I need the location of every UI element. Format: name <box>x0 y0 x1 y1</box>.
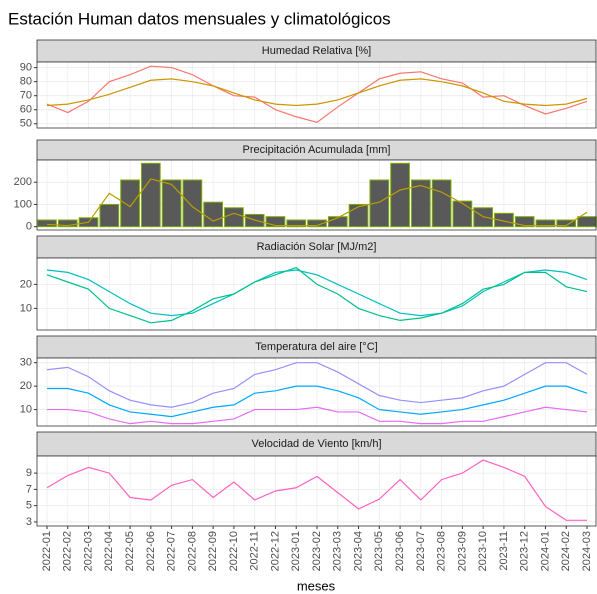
strip-label: Humedad Relativa [%] <box>262 45 371 57</box>
chart-title: Estación Human datos mensuales y climato… <box>8 9 391 28</box>
x-tick-label: 2022-10 <box>228 531 240 571</box>
x-axis-label: meses <box>297 578 336 593</box>
y-tick-label: 10 <box>20 403 32 415</box>
bar <box>161 179 182 228</box>
bar <box>37 219 57 228</box>
x-tick-label: 2023-09 <box>456 531 468 571</box>
bar <box>120 179 140 228</box>
x-tick-label: 2023-12 <box>519 531 531 571</box>
x-tick-label: 2023-04 <box>352 531 364 571</box>
x-tick-label: 2022-08 <box>186 531 198 571</box>
x-tick-label: 2023-02 <box>311 531 323 571</box>
x-tick-label: 2023-11 <box>498 531 510 571</box>
line <box>47 385 588 418</box>
y-tick-label: 0 <box>26 221 32 233</box>
y-tick-label: 20 <box>20 380 32 392</box>
x-tick-label: 2022-06 <box>145 531 157 571</box>
bar <box>535 219 556 228</box>
bar <box>224 207 244 228</box>
bar <box>494 212 514 228</box>
panel-background <box>37 456 596 526</box>
y-tick-label: 3 <box>26 516 32 528</box>
bar <box>577 216 597 228</box>
bar <box>411 179 431 228</box>
y-tick-label: 60 <box>20 104 32 116</box>
y-tick-label: 80 <box>20 76 32 88</box>
bar <box>286 219 307 228</box>
bar <box>431 179 452 228</box>
y-tick-label: 30 <box>20 357 32 369</box>
bar <box>182 179 203 228</box>
x-tick-label: 2024-02 <box>560 531 572 571</box>
line <box>46 459 587 521</box>
x-tick-label: 2023-01 <box>290 531 302 571</box>
strip-label: Radiación Solar [MJ/m2] <box>257 241 377 253</box>
bar <box>203 201 224 228</box>
panel-background <box>37 62 596 128</box>
y-tick-label: 20 <box>20 278 32 290</box>
y-tick-label: 200 <box>14 176 32 188</box>
line <box>46 362 588 408</box>
x-tick-label: 2023-10 <box>477 531 489 571</box>
panel-border <box>36 257 597 331</box>
x-tick-label: 2022-07 <box>166 531 178 571</box>
line <box>47 406 588 425</box>
x-tick-label: 2023-07 <box>415 531 427 571</box>
line <box>46 269 588 317</box>
x-tick-label: 2022-01 <box>41 531 53 571</box>
y-tick-label: 50 <box>20 118 32 130</box>
bar <box>390 162 410 228</box>
bar <box>452 200 473 228</box>
x-tick-label: 2024-01 <box>539 531 551 571</box>
y-tick-label: 7 <box>26 483 32 495</box>
y-tick-label: 9 <box>26 467 32 479</box>
x-tick-label: 2022-09 <box>207 531 219 571</box>
x-tick-label: 2022-05 <box>124 531 136 571</box>
x-tick-label: 2022-02 <box>62 531 74 571</box>
x-tick-label: 2022-04 <box>103 531 115 571</box>
line <box>46 178 588 227</box>
y-tick-label: 10 <box>20 302 32 314</box>
bar <box>265 216 286 228</box>
x-tick-label: 2023-08 <box>436 531 448 571</box>
y-tick-label: 70 <box>20 90 32 102</box>
x-tick-label: 2023-03 <box>332 531 344 571</box>
y-tick-label: 90 <box>20 62 32 74</box>
x-tick-label: 2022-03 <box>82 531 94 571</box>
x-tick-label: 2023-06 <box>394 531 406 571</box>
panel-border <box>36 61 597 129</box>
panel-background <box>37 258 596 330</box>
strip-label: Velocidad de Viento [km/h] <box>251 438 381 450</box>
panel-border <box>36 357 597 427</box>
y-tick-label: 5 <box>26 500 32 512</box>
panel-border <box>36 159 597 231</box>
x-tick-label: 2022-11 <box>249 531 261 571</box>
line <box>46 78 588 107</box>
x-tick-label: 2024-03 <box>581 531 593 571</box>
bar <box>57 219 78 228</box>
line <box>46 65 588 124</box>
x-tick-label: 2023-05 <box>373 531 385 571</box>
line <box>46 266 588 324</box>
bar <box>369 179 390 228</box>
y-tick-label: 100 <box>14 198 32 210</box>
strip-label: Temperatura del aire [°C] <box>255 341 377 353</box>
x-tick-label: 2022-12 <box>269 531 281 571</box>
bar <box>556 219 577 228</box>
bar <box>307 219 327 228</box>
strip-label: Precipitación Acumulada [mm] <box>243 144 391 156</box>
bar <box>348 203 369 228</box>
strip <box>36 431 597 457</box>
panel-background <box>37 358 596 426</box>
bar <box>141 162 161 228</box>
bar <box>99 203 120 228</box>
bar <box>514 216 535 228</box>
